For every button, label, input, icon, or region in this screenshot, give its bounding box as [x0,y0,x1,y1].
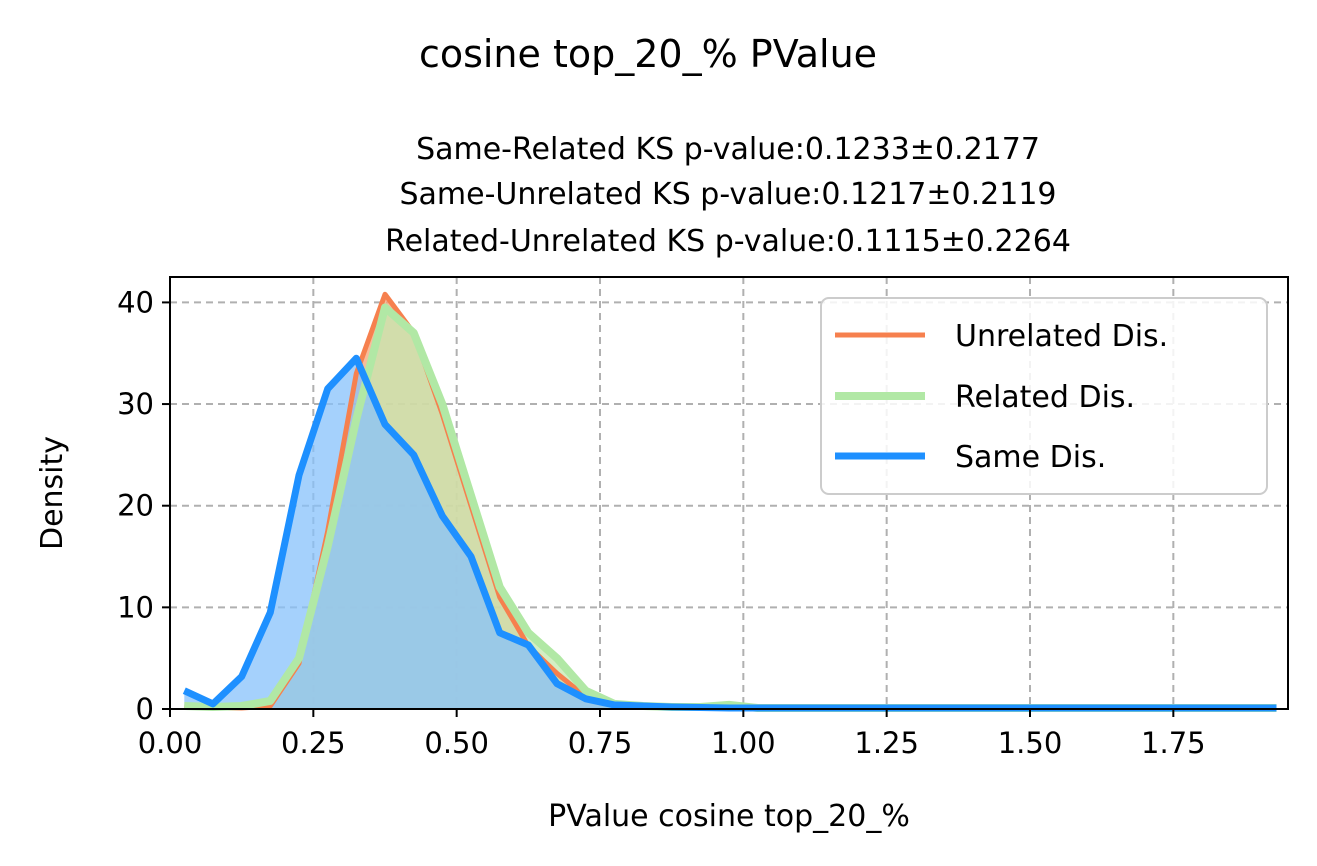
series-fill-same-dis [184,358,1277,709]
chart-subtitle-line-2: Same-Unrelated KS p-value:0.1217±0.2119 [400,177,1057,212]
x-tick-label-1: 0.25 [281,726,346,760]
x-tick-label-4: 1.00 [711,726,776,760]
plot-frame [169,276,1289,710]
legend-label-unrelated-dis: Unrelated Dis. [955,319,1168,354]
y-tick-label-3: 30 [117,387,154,421]
y-tick-label-2: 20 [117,489,154,523]
y-tick-label-4: 40 [117,285,154,319]
chart-subtitle-line-3: Related-Unrelated KS p-value:0.1115±0.22… [385,224,1071,259]
x-tick-label-3: 0.75 [568,726,633,760]
x-tick-label-7: 1.75 [1141,726,1206,760]
chart-suptitle: cosine top_20_% PValue [419,32,877,76]
series-fills [184,294,1277,709]
legend-label-related-dis: Related Dis. [955,380,1135,415]
axis-ticks: 0.00 0.25 0.50 0.75 1.00 1.25 1.50 1.75 0 10 20 30 4… [117,285,1206,760]
x-tick-label-6: 1.50 [998,726,1063,760]
x-axis-label: PValue cosine top_20_% [548,799,910,834]
legend-box [820,297,1268,495]
y-axis-label: Density [35,436,70,550]
chart-subtitle-line-1: Same-Related KS p-value:0.1233±0.2177 [416,132,1040,167]
x-tick-label-2: 0.50 [424,726,489,760]
legend-label-same-dis: Same Dis. [955,440,1106,475]
legend: Unrelated Dis. Related Dis. Same Dis. [820,297,1268,495]
x-tick-label-0: 0.00 [138,726,203,760]
y-tick-label-0: 0 [136,692,154,726]
x-tick-label-5: 1.25 [854,726,919,760]
y-tick-label-1: 10 [117,590,154,624]
